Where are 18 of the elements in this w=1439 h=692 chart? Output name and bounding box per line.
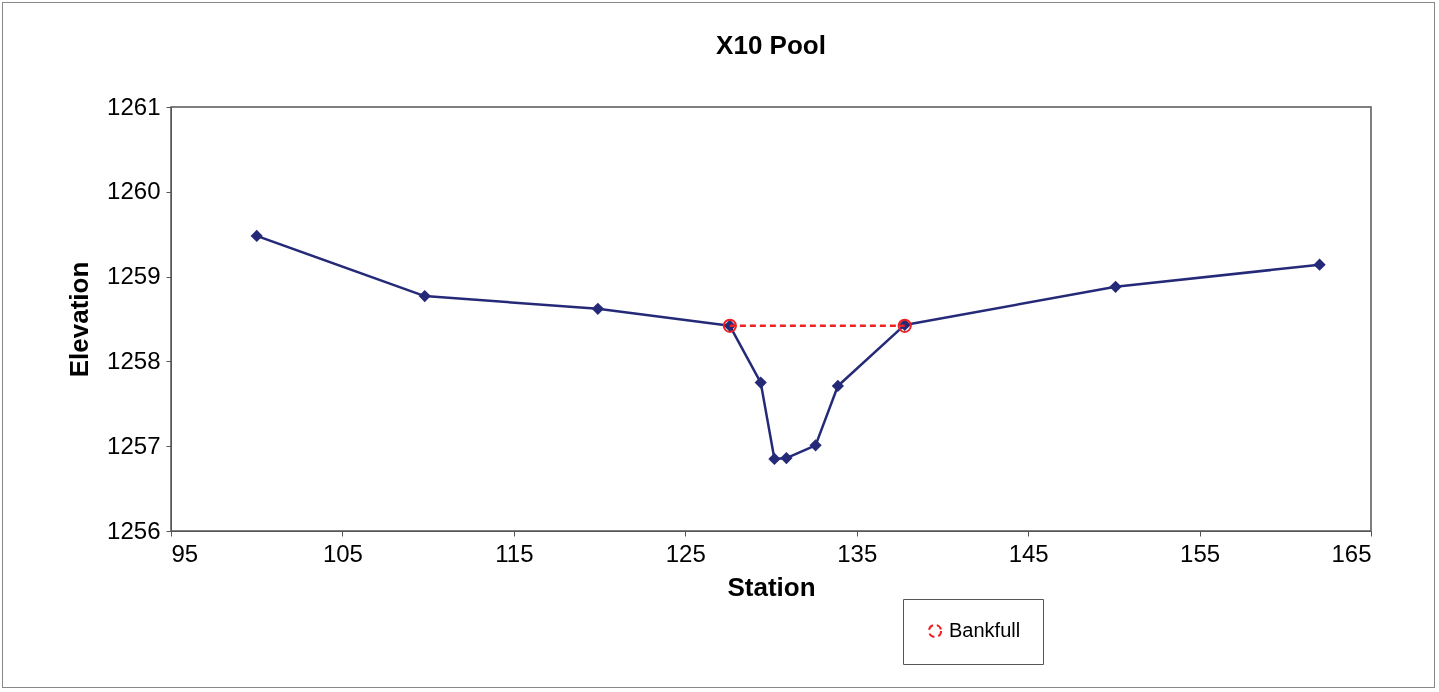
y-axis-title: Elevation	[64, 261, 95, 378]
y-tick-label: 1260	[107, 177, 161, 205]
x-axis-title: Station	[727, 571, 816, 602]
x-tick-label: 115	[495, 539, 534, 567]
y-tick-label: 1259	[107, 262, 161, 290]
y-tick-label: 1261	[107, 92, 161, 120]
legend-label: Bankfull	[949, 619, 1021, 641]
y-tick-label: 1258	[107, 346, 161, 374]
x-tick-label: 145	[1008, 539, 1049, 567]
x-tick-label: 105	[322, 539, 363, 567]
y-tick-label: 1257	[107, 431, 161, 459]
x-tick-label: 165	[1331, 539, 1372, 567]
x-tick-label: 135	[837, 539, 878, 567]
x-tick-label: 95	[171, 539, 199, 567]
x-tick-label: 125	[665, 539, 706, 567]
chart-title: X10 Pool	[716, 30, 826, 60]
x-tick-label: 155	[1180, 539, 1221, 567]
y-tick-label: 1256	[107, 516, 161, 544]
